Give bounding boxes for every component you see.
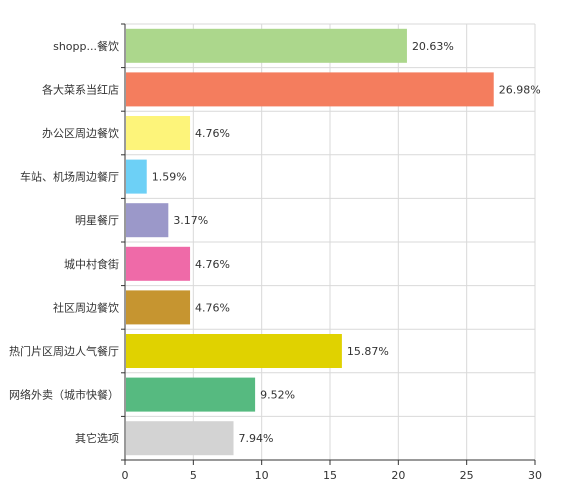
category-label: 车站、机场周边餐厅 — [20, 170, 119, 184]
bar[interactable] — [126, 115, 191, 151]
value-label: 7.94% — [239, 432, 274, 445]
category-label: 各大菜系当红店 — [42, 82, 119, 96]
x-tick-label: 15 — [323, 469, 337, 482]
category-label: 社区周边餐饮 — [53, 300, 119, 314]
x-tick-label: 0 — [122, 469, 129, 482]
value-label: 9.52% — [260, 389, 295, 402]
x-axis: 0 5 10 15 20 25 30 — [122, 459, 542, 482]
category-label: 城中村食街 — [64, 257, 119, 271]
value-label: 1.59% — [152, 171, 187, 184]
bar[interactable] — [126, 333, 342, 369]
value-label: 4.76% — [195, 301, 230, 314]
category-label: 办公区周边餐饮 — [42, 126, 119, 140]
bar[interactable] — [126, 159, 147, 194]
category-label: 其它选项 — [75, 431, 119, 445]
x-tick-label: 25 — [460, 469, 474, 482]
bar[interactable] — [126, 290, 191, 325]
bar[interactable] — [126, 421, 234, 456]
x-tick-label: 30 — [528, 469, 542, 482]
x-tick-label: 20 — [391, 469, 405, 482]
bars — [126, 28, 494, 456]
category-label: shopp...餐饮 — [53, 39, 119, 53]
bar[interactable] — [126, 28, 407, 63]
bar[interactable] — [126, 377, 256, 412]
bar[interactable] — [126, 203, 169, 238]
value-label: 26.98% — [499, 83, 541, 96]
value-label: 4.76% — [195, 127, 230, 140]
value-labels: 20.63% 26.98% 4.76% 1.59% 3.17% 4.76% 4.76% 15.… — [152, 40, 541, 445]
x-tick-label: 10 — [255, 469, 269, 482]
category-label: 热门片区周边人气餐厅 — [9, 344, 119, 358]
value-label: 15.87% — [347, 345, 389, 358]
category-label: 明星餐厅 — [75, 213, 119, 227]
value-label: 3.17% — [173, 214, 208, 227]
bar[interactable] — [126, 246, 191, 281]
category-label: 网络外卖（城市快餐） — [9, 388, 119, 402]
x-tick-label: 5 — [190, 469, 197, 482]
value-label: 4.76% — [195, 258, 230, 271]
value-label: 20.63% — [412, 40, 454, 53]
y-axis: shopp...餐饮各大菜系当红店办公区周边餐饮车站、机场周边餐厅明星餐厅城中村… — [9, 23, 126, 461]
bar[interactable] — [126, 72, 494, 107]
